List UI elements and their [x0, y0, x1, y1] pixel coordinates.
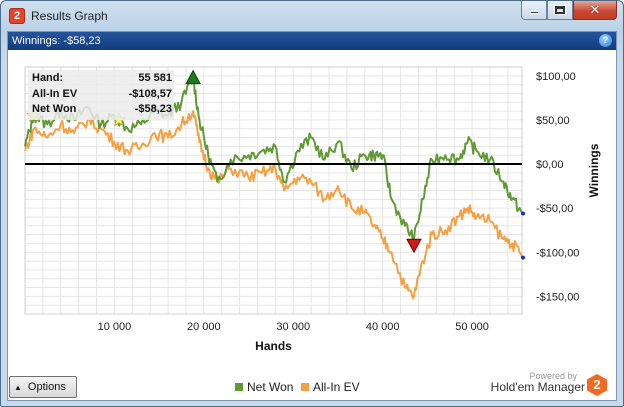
min-marker-icon: [406, 238, 422, 254]
hands-row: Hand: 55 581: [32, 72, 172, 87]
x-tick-label: 50 000: [455, 321, 489, 333]
powered-by-text: Powered by: [529, 371, 577, 381]
close-icon: ✕: [589, 2, 601, 18]
legend-net-won-label: Net Won: [247, 380, 294, 394]
options-button[interactable]: ▲ Options: [9, 376, 77, 398]
y-tick-label: $100,00: [536, 71, 576, 83]
allin-value: -$108,57: [128, 88, 172, 100]
graph-panel: Winnings: -$58,23 ? $100,00 $50,00 $0,00 -$…: [7, 31, 617, 401]
x-tick-label: 40 000: [366, 321, 400, 333]
net-row: Net Won -$58,23: [32, 103, 172, 118]
max-marker-icon: [185, 69, 201, 85]
maximize-icon: [554, 5, 566, 15]
options-label: Options: [27, 381, 66, 393]
help-icon[interactable]: ?: [599, 34, 612, 47]
y-tick-label: -$50,00: [536, 203, 573, 215]
hands-value: 55 581: [138, 72, 172, 84]
close-button[interactable]: ✕: [573, 1, 617, 20]
winnings-summary: Winnings: -$58,23: [12, 35, 101, 47]
minimize-icon: [529, 11, 539, 14]
y-axis-title: Winnings: [587, 143, 601, 197]
minimize-button[interactable]: [521, 1, 547, 20]
series-end-point: [521, 211, 525, 216]
title-bar[interactable]: 2 Results Graph ✕: [1, 1, 623, 31]
summary-box: Hand: 55 581 All-In EV -$108,57 Net Won …: [28, 70, 174, 120]
y-tick-label: -$150,00: [536, 291, 579, 303]
chart-axes: $100,00 $50,00 $0,00 -$50,00 -$100,00 -$150,0…: [25, 71, 601, 353]
legend-net-won: Net Won: [235, 380, 293, 394]
x-tick-label: 10 000: [98, 321, 132, 333]
brand-logo-icon: 2: [587, 374, 607, 396]
x-axis-title: Hands: [255, 339, 292, 353]
y-tick-label: -$100,00: [536, 247, 579, 259]
y-tick-label: $50,00: [536, 115, 570, 127]
x-tick-label: 20 000: [187, 321, 221, 333]
brand-name: Hold'em Manager: [490, 380, 585, 394]
allin-label: All-In EV: [32, 88, 78, 100]
net-won-swatch: [235, 383, 243, 391]
window-controls: ✕: [521, 1, 617, 21]
hm2-app-icon: 2: [9, 8, 25, 24]
legend-allin-ev-label: All-In EV: [313, 380, 360, 394]
plot-frame: [24, 66, 523, 315]
y-tick-label: $0,00: [536, 159, 564, 171]
legend-allin-ev: All-In EV: [301, 380, 360, 394]
series-end-point: [521, 255, 525, 260]
x-tick-label: 30 000: [276, 321, 310, 333]
bottom-bar: ▲ Options Net Won All-In EV Powered by H…: [7, 371, 617, 401]
net-label: Net Won: [32, 103, 77, 115]
net-value: -$58,23: [134, 103, 172, 115]
allin-row: All-In EV -$108,57: [32, 88, 172, 103]
expand-up-icon: ▲: [14, 382, 22, 392]
winnings-header: Winnings: -$58,23 ?: [8, 32, 616, 50]
maximize-button[interactable]: [547, 1, 573, 20]
window-title: Results Graph: [31, 9, 108, 23]
hands-label: Hand:: [32, 72, 64, 84]
allin-ev-swatch: [301, 383, 309, 391]
series-line-allin-ev: [24, 110, 523, 300]
